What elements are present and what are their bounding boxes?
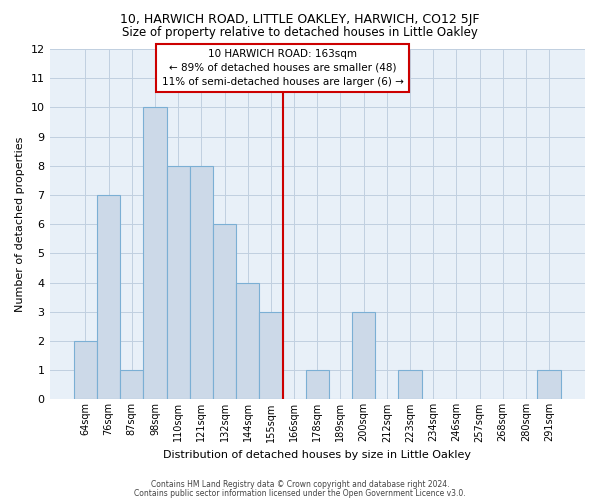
Text: Contains HM Land Registry data © Crown copyright and database right 2024.: Contains HM Land Registry data © Crown c… <box>151 480 449 489</box>
Bar <box>398 370 422 400</box>
Bar <box>538 370 560 400</box>
X-axis label: Distribution of detached houses by size in Little Oakley: Distribution of detached houses by size … <box>163 450 471 460</box>
Bar <box>97 195 120 400</box>
Bar <box>74 341 97 400</box>
Bar <box>167 166 190 400</box>
Bar <box>352 312 375 400</box>
Bar <box>236 282 259 400</box>
Text: Contains public sector information licensed under the Open Government Licence v3: Contains public sector information licen… <box>134 489 466 498</box>
Bar <box>305 370 329 400</box>
Bar <box>213 224 236 400</box>
Text: Size of property relative to detached houses in Little Oakley: Size of property relative to detached ho… <box>122 26 478 39</box>
Text: 10, HARWICH ROAD, LITTLE OAKLEY, HARWICH, CO12 5JF: 10, HARWICH ROAD, LITTLE OAKLEY, HARWICH… <box>120 12 480 26</box>
Y-axis label: Number of detached properties: Number of detached properties <box>15 136 25 312</box>
Bar <box>259 312 283 400</box>
Text: 10 HARWICH ROAD: 163sqm
← 89% of detached houses are smaller (48)
11% of semi-de: 10 HARWICH ROAD: 163sqm ← 89% of detache… <box>161 49 403 87</box>
Bar <box>143 108 167 400</box>
Bar <box>190 166 213 400</box>
Bar <box>120 370 143 400</box>
